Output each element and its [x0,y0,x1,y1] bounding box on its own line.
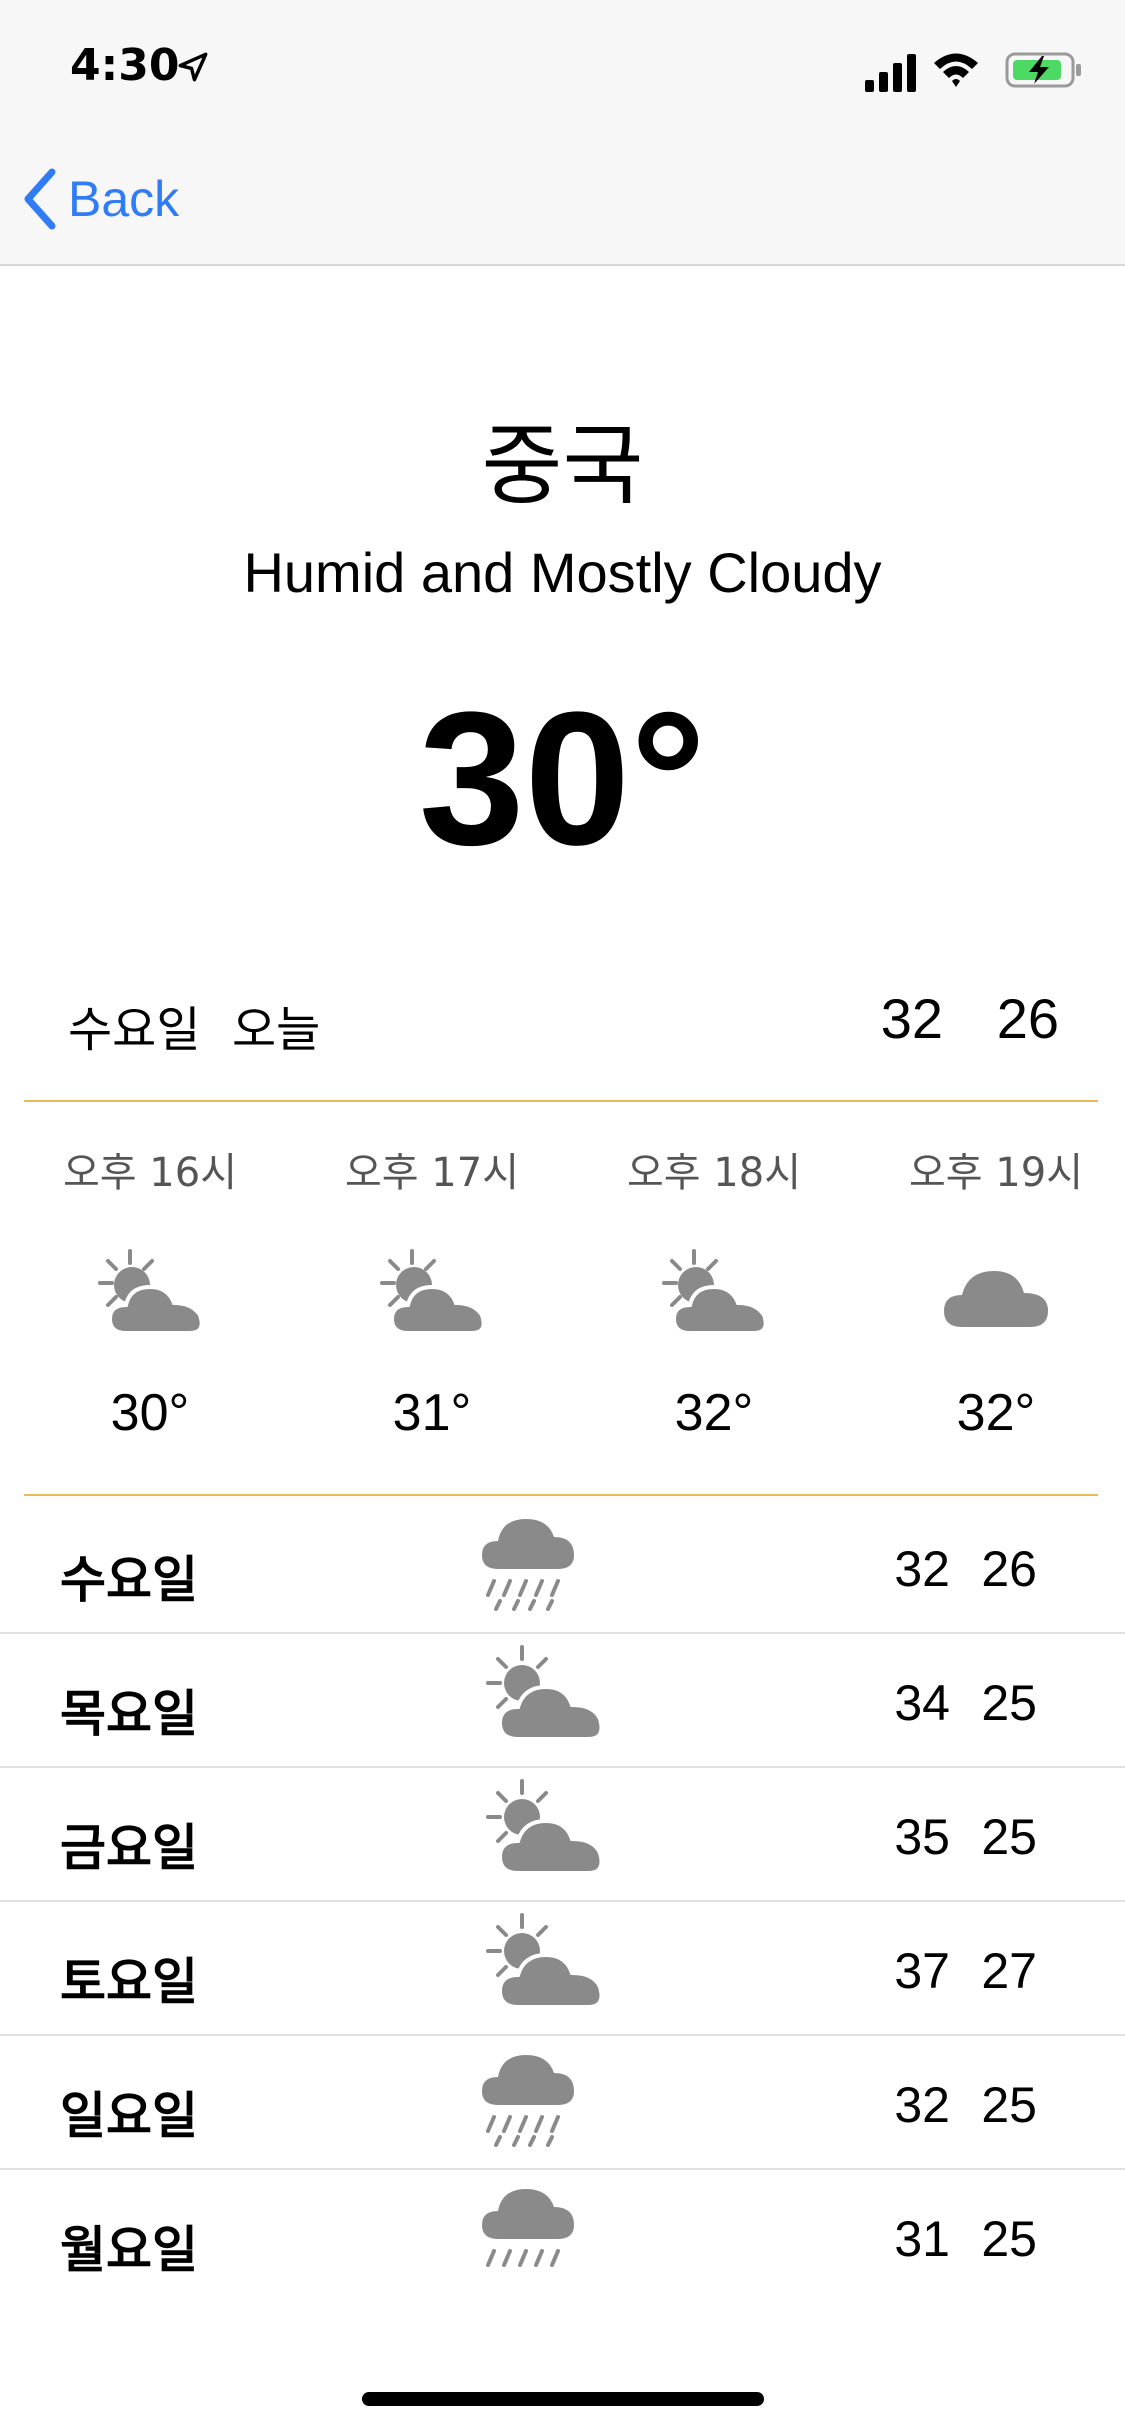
rain-icon [482,2055,574,2147]
today-high: 32 [880,987,943,1050]
hour-time: 오후 18시 [626,1150,801,1196]
day-name: 토요일 [60,1953,198,2011]
location-arrow-icon [178,52,208,82]
today-summary: 수요일 오늘 32 26 [0,980,1125,1060]
daily-row: 월요일 31 25 [0,2170,1125,2302]
cloud-icon [876,1238,1116,1358]
day-high: 37 [894,1943,950,1999]
back-button[interactable]: Back [22,164,179,234]
divider-top [24,1100,1098,1102]
day-low: 25 [981,1809,1037,1865]
hourly-forecast[interactable]: 오후 16시 30° 오후 17시 [0,1110,1125,1480]
partly-cloudy-icon [486,1645,604,1741]
hour-temperature: 32° [956,1384,1036,1442]
hour-temperature: 32° [674,1384,754,1442]
day-low: 25 [981,2077,1037,2133]
today-day: 수요일 [68,1002,201,1058]
hour-item: 오후 18시 32° [594,1140,834,1443]
partly-cloudy-icon [30,1238,270,1358]
hour-item: 오후 16시 30° [30,1140,270,1443]
hour-time: 오후 17시 [344,1150,519,1196]
daily-row: 일요일 32 25 [0,2036,1125,2170]
partly-cloudy-icon [486,1779,604,1875]
chevron-left-icon [24,168,56,230]
day-name: 금요일 [60,1819,198,1877]
nav-bar: Back [0,132,1125,266]
daily-row: 수요일 32 26 [0,1500,1125,1634]
hour-temperature: 30° [110,1384,190,1442]
partly-cloudy-icon [486,1913,604,2009]
daily-row: 금요일 35 25 [0,1768,1125,1902]
home-indicator[interactable] [362,2392,764,2406]
hour-time: 오후 16시 [62,1150,237,1196]
day-low: 25 [981,1675,1037,1731]
hour-temperature: 31° [392,1384,472,1442]
day-name: 수요일 [60,1551,198,1609]
day-low: 27 [981,1943,1037,1999]
hour-time: 오후 19시 [908,1150,1083,1196]
rain-icon [482,1519,574,1611]
day-low: 25 [981,2211,1037,2267]
day-name: 목요일 [60,1685,198,1743]
day-high: 35 [894,1809,950,1865]
signal-icon [865,54,916,92]
status-time: 4:30 [70,40,180,91]
today-label: 오늘 [232,1002,321,1058]
day-name: 월요일 [60,2221,198,2279]
day-name: 일요일 [60,2087,198,2145]
day-high: 32 [894,1541,950,1597]
partly-cloudy-icon [594,1238,834,1358]
daily-row: 목요일 34 25 [0,1634,1125,1768]
current-temperature: 30° [418,673,707,885]
day-high: 31 [894,2211,950,2267]
status-bar: 4:30 [0,0,1125,132]
wifi-icon [934,53,978,87]
back-label: Back [68,171,180,227]
divider-bottom [24,1494,1098,1496]
day-low: 26 [981,1541,1037,1597]
city-name: 중국 [481,414,644,517]
partly-cloudy-icon [312,1238,552,1358]
weather-condition: Humid and Mostly Cloudy [243,541,882,604]
day-high: 32 [894,2077,950,2133]
hour-item: 오후 19시 32° [876,1140,1116,1443]
battery-charging-icon [1005,52,1081,88]
today-low: 26 [996,987,1059,1050]
rain-icon [482,2189,574,2267]
day-high: 34 [894,1675,950,1731]
daily-row: 토요일 37 27 [0,1902,1125,2036]
hour-item: 오후 17시 31° [312,1140,552,1443]
